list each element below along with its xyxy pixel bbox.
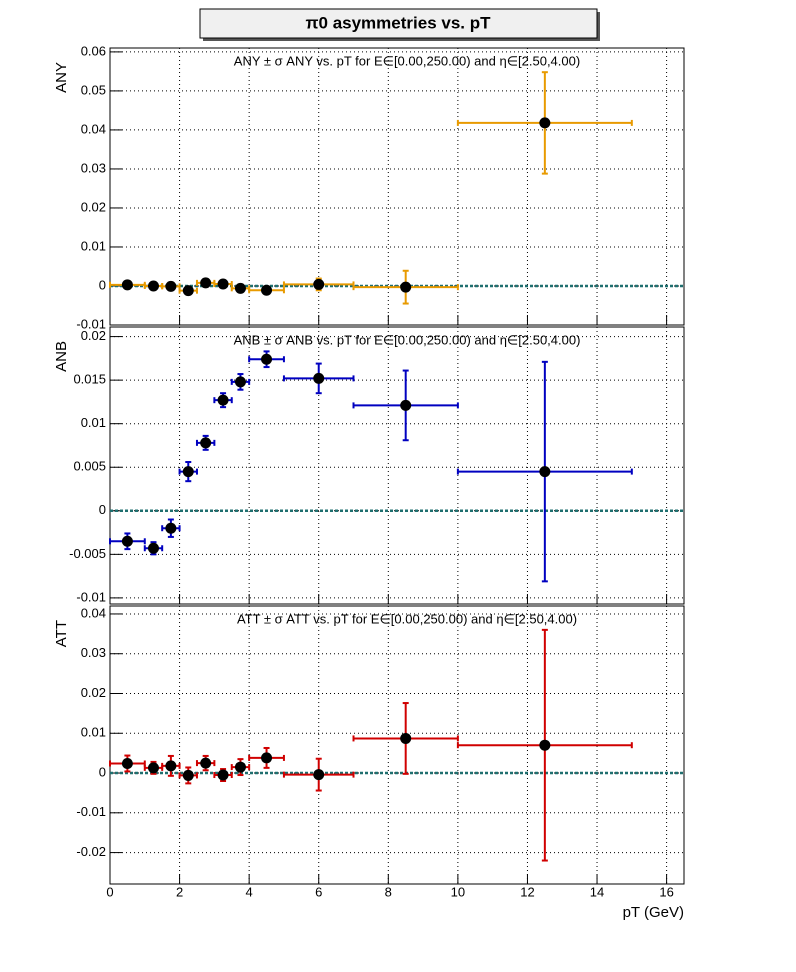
data-point: [200, 437, 212, 449]
y-tick-label: 0: [99, 764, 106, 779]
data-point: [539, 466, 551, 478]
y-tick-label: 0: [99, 277, 106, 292]
data-point: [539, 117, 551, 129]
plot-frame: [109, 326, 685, 605]
data-point: [182, 285, 194, 297]
y-tick-label: 0.05: [81, 82, 106, 97]
y-tick-label: 0.015: [73, 372, 106, 387]
data-point: [217, 278, 229, 290]
data-point: [234, 282, 246, 294]
x-tick-label: 14: [590, 884, 604, 899]
x-tick-label: 10: [451, 884, 465, 899]
y-tick-label: 0.02: [81, 199, 106, 214]
panel-title: ANB ± σ ANB vs. pT for E∈[0.00,250.00) a…: [234, 332, 581, 347]
data-point: [147, 762, 159, 774]
y-tick-label: -0.01: [76, 589, 106, 604]
data-point: [313, 769, 325, 781]
x-tick-label: 2: [176, 884, 183, 899]
data-point: [261, 353, 273, 365]
data-point: [539, 739, 551, 751]
y-tick-label: 0.01: [81, 725, 106, 740]
data-point: [234, 761, 246, 773]
title-box: [199, 8, 598, 39]
x-tick-label: 0: [106, 884, 113, 899]
panel-title: ANY ± σ ANY vs. pT for E∈[0.00,250.00) a…: [234, 53, 580, 68]
data-point: [147, 280, 159, 292]
y-tick-label: 0.06: [81, 43, 106, 58]
y-axis-label: ANY: [53, 62, 70, 93]
data-point: [121, 279, 133, 291]
y-tick-label: -0.02: [76, 844, 106, 859]
data-point: [261, 752, 273, 764]
data-point: [182, 466, 194, 478]
data-point: [165, 760, 177, 772]
y-tick-label: -0.01: [76, 316, 106, 331]
data-point: [400, 732, 412, 744]
y-tick-label: 0.02: [81, 328, 106, 343]
y-tick-label: 0.01: [81, 415, 106, 430]
y-tick-label: 0.03: [81, 645, 106, 660]
data-point: [147, 542, 159, 554]
y-tick-label: 0.005: [73, 459, 106, 474]
y-axis-label: ATT: [53, 620, 70, 647]
panel-title: ATT ± σ ATT vs. pT for E∈[0.00,250.00) a…: [237, 611, 577, 626]
data-point: [234, 376, 246, 388]
y-axis-label: ANB: [53, 341, 70, 372]
data-point: [400, 281, 412, 293]
data-point: [313, 278, 325, 290]
data-point: [313, 372, 325, 384]
x-tick-label: 4: [246, 884, 253, 899]
x-axis-label: pT (GeV): [623, 904, 684, 921]
data-point: [121, 757, 133, 769]
x-tick-label: 6: [315, 884, 322, 899]
x-tick-label: 16: [659, 884, 673, 899]
y-tick-label: 0: [99, 502, 106, 517]
y-tick-label: 0.01: [81, 238, 106, 253]
data-point: [182, 769, 194, 781]
y-tick-label: 0.04: [81, 121, 106, 136]
chart-title: π0 asymmetries vs. pT: [306, 13, 492, 32]
data-point: [217, 769, 229, 781]
data-point: [165, 522, 177, 534]
x-tick-label: 12: [520, 884, 534, 899]
data-point: [217, 394, 229, 406]
x-tick-label: 8: [385, 884, 392, 899]
data-point: [200, 757, 212, 769]
y-tick-label: -0.01: [76, 804, 106, 819]
y-tick-label: 0.02: [81, 685, 106, 700]
y-tick-label: -0.005: [69, 546, 106, 561]
data-point: [165, 280, 177, 292]
y-tick-label: 0.04: [81, 605, 106, 620]
data-point: [121, 535, 133, 547]
data-point: [261, 284, 273, 296]
data-point: [200, 277, 212, 289]
y-tick-label: 0.03: [81, 160, 106, 175]
data-point: [400, 399, 412, 411]
